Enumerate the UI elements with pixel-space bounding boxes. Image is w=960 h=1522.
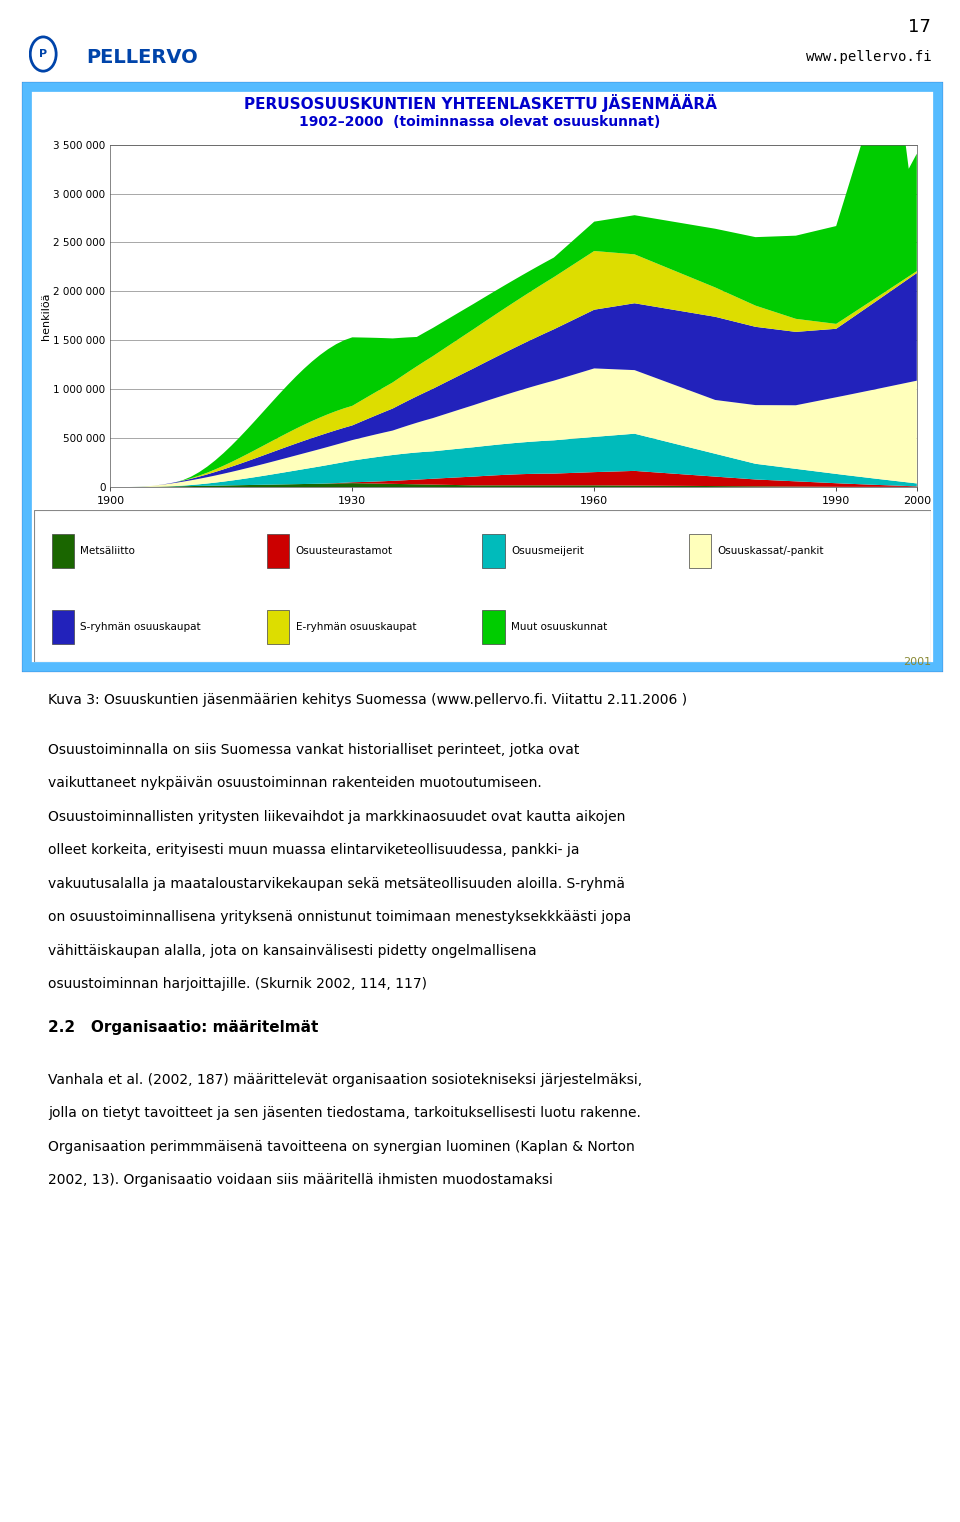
Text: jolla on tietyt tavoitteet ja sen jäsenten tiedostama, tarkoituksellisesti luotu: jolla on tietyt tavoitteet ja sen jäsent… bbox=[48, 1106, 641, 1120]
Text: Osuustoiminnalla on siis Suomessa vankat historialliset perinteet, jotka ovat: Osuustoiminnalla on siis Suomessa vankat… bbox=[48, 743, 580, 756]
Text: Osuusmeijerit: Osuusmeijerit bbox=[511, 546, 584, 556]
Y-axis label: henkilöä: henkilöä bbox=[40, 292, 51, 339]
Text: P: P bbox=[39, 49, 47, 59]
Text: 17: 17 bbox=[908, 18, 931, 37]
Text: Kuva 3: Osuuskuntien jäsenmäärien kehitys Suomessa (www.pellervo.fi. Viitattu 2.: Kuva 3: Osuuskuntien jäsenmäärien kehity… bbox=[48, 693, 687, 706]
Text: vakuutusalalla ja maataloustarvikekaupan sekä metsäteollisuuden aloilla. S-ryhmä: vakuutusalalla ja maataloustarvikekaupan… bbox=[48, 877, 625, 890]
Text: S-ryhmän osuuskaupat: S-ryhmän osuuskaupat bbox=[81, 622, 201, 632]
FancyBboxPatch shape bbox=[52, 610, 74, 644]
FancyBboxPatch shape bbox=[267, 610, 289, 644]
Text: on osuustoiminnallisena yrityksenä onnistunut toimimaan menestyksekkkäästi jopa: on osuustoiminnallisena yrityksenä onnis… bbox=[48, 910, 632, 924]
Text: vaikuttaneet nykpäivän osuustoiminnan rakenteiden muotoutumiseen.: vaikuttaneet nykpäivän osuustoiminnan ra… bbox=[48, 776, 541, 790]
Text: 1902–2000  (toiminnassa olevat osuuskunnat): 1902–2000 (toiminnassa olevat osuuskunna… bbox=[300, 114, 660, 129]
Text: PELLERVO: PELLERVO bbox=[86, 47, 198, 67]
Text: Osuusteurastamot: Osuusteurastamot bbox=[296, 546, 393, 556]
Text: 2.2   Organisaatio: määritelmät: 2.2 Organisaatio: määritelmät bbox=[48, 1020, 319, 1035]
Text: www.pellervo.fi: www.pellervo.fi bbox=[805, 50, 931, 64]
FancyBboxPatch shape bbox=[267, 534, 289, 568]
Text: Muut osuuskunnat: Muut osuuskunnat bbox=[511, 622, 608, 632]
Text: 2002, 13). Organisaatio voidaan siis määritellä ihmisten muodostamaksi: 2002, 13). Organisaatio voidaan siis mää… bbox=[48, 1173, 553, 1187]
Text: PERUSOSUUSKUNTIEN YHTEENLASKETTU JÄSENMÄÄRÄ: PERUSOSUUSKUNTIEN YHTEENLASKETTU JÄSENMÄ… bbox=[244, 94, 716, 113]
Text: osuustoiminnan harjoittajille. (Skurnik 2002, 114, 117): osuustoiminnan harjoittajille. (Skurnik … bbox=[48, 977, 427, 991]
Text: vähittäiskaupan alalla, jota on kansainvälisesti pidetty ongelmallisena: vähittäiskaupan alalla, jota on kansainv… bbox=[48, 944, 537, 957]
Text: E-ryhmän osuuskaupat: E-ryhmän osuuskaupat bbox=[296, 622, 417, 632]
Text: Osuuskassat/-pankit: Osuuskassat/-pankit bbox=[717, 546, 824, 556]
Text: 2001: 2001 bbox=[903, 656, 931, 667]
Text: Vanhala et al. (2002, 187) määrittelevät organisaation sosiotekniseksi järjestel: Vanhala et al. (2002, 187) määrittelevät… bbox=[48, 1073, 642, 1087]
FancyBboxPatch shape bbox=[483, 610, 505, 644]
FancyBboxPatch shape bbox=[689, 534, 711, 568]
Text: Osuustoiminnallisten yritysten liikevaihdot ja markkinaosuudet ovat kautta aikoj: Osuustoiminnallisten yritysten liikevaih… bbox=[48, 810, 625, 823]
FancyBboxPatch shape bbox=[52, 534, 74, 568]
Text: olleet korkeita, erityisesti muun muassa elintarviketeollisuudessa, pankki- ja: olleet korkeita, erityisesti muun muassa… bbox=[48, 843, 580, 857]
Text: Organisaation perimmmäisenä tavoitteena on synergian luominen (Kaplan & Norton: Organisaation perimmmäisenä tavoitteena … bbox=[48, 1140, 635, 1154]
FancyBboxPatch shape bbox=[483, 534, 505, 568]
Text: Metsäliitto: Metsäliitto bbox=[81, 546, 135, 556]
